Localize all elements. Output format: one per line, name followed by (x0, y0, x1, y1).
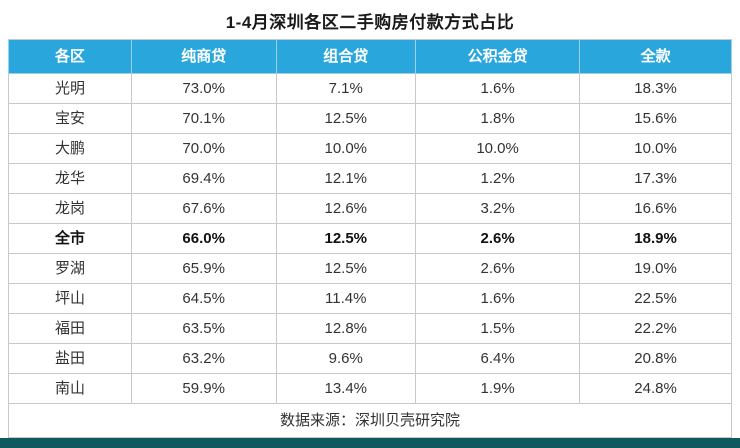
bottom-strip (0, 438, 740, 448)
district-cell: 坪山 (8, 283, 132, 314)
page-title: 1-4月深圳各区二手购房付款方式占比 (225, 13, 515, 32)
value-cell: 11.4% (275, 283, 417, 314)
data-source-label: 数据来源：深圳贝壳研究院 (8, 403, 732, 438)
table-row: 盐田 63.2% 9.6% 6.4% 20.8% (8, 343, 732, 374)
table-row: 福田 63.5% 12.8% 1.5% 22.2% (8, 313, 732, 344)
value-cell: 2.6% (415, 223, 581, 254)
value-cell: 18.9% (579, 223, 732, 254)
table-row: 宝安 70.1% 12.5% 1.8% 15.6% (8, 103, 732, 134)
table-row: 光明 73.0% 7.1% 1.6% 18.3% (8, 73, 732, 104)
value-cell: 12.5% (275, 103, 417, 134)
value-cell: 1.9% (415, 373, 581, 404)
column-header: 公积金贷 (415, 39, 581, 74)
value-cell: 63.5% (130, 313, 277, 344)
value-cell: 10.0% (275, 133, 417, 164)
value-cell: 18.3% (579, 73, 732, 104)
value-cell: 12.5% (275, 253, 417, 284)
district-cell: 福田 (8, 313, 132, 344)
value-cell: 1.8% (415, 103, 581, 134)
table-row: 坪山 64.5% 11.4% 1.6% 22.5% (8, 283, 732, 314)
value-cell: 17.3% (579, 163, 732, 194)
value-cell: 12.8% (275, 313, 417, 344)
value-cell: 3.2% (415, 193, 581, 224)
value-cell: 12.6% (275, 193, 417, 224)
value-cell: 19.0% (579, 253, 732, 284)
table-row: 龙岗 67.6% 12.6% 3.2% 16.6% (8, 193, 732, 224)
value-cell: 67.6% (130, 193, 277, 224)
table-row: 罗湖 65.9% 12.5% 2.6% 19.0% (8, 253, 732, 284)
value-cell: 64.5% (130, 283, 277, 314)
value-cell: 22.5% (579, 283, 732, 314)
district-cell: 南山 (8, 373, 132, 404)
value-cell: 70.1% (130, 103, 277, 134)
table-body: 光明 73.0% 7.1% 1.6% 18.3% 宝安 70.1% 12.5% 1.8% 15.6… (8, 73, 732, 404)
value-cell: 1.6% (415, 283, 581, 314)
value-cell: 12.1% (275, 163, 417, 194)
district-cell: 龙岗 (8, 193, 132, 224)
table-header-row: 各区 纯商贷 组合贷 公积金贷 全款 (8, 39, 732, 74)
table-header: 各区 纯商贷 组合贷 公积金贷 全款 (8, 39, 732, 74)
table-footer: 数据来源：深圳贝壳研究院 (8, 403, 732, 438)
value-cell: 10.0% (415, 133, 581, 164)
value-cell: 20.8% (579, 343, 732, 374)
district-cell: 大鹏 (8, 133, 132, 164)
table-row: 大鹏 70.0% 10.0% 10.0% 10.0% (8, 133, 732, 164)
value-cell: 1.2% (415, 163, 581, 194)
value-cell: 70.0% (130, 133, 277, 164)
table-row: 龙华 69.4% 12.1% 1.2% 17.3% (8, 163, 732, 194)
value-cell: 1.6% (415, 73, 581, 104)
value-cell: 69.4% (130, 163, 277, 194)
district-cell: 龙华 (8, 163, 132, 194)
value-cell: 63.2% (130, 343, 277, 374)
value-cell: 2.6% (415, 253, 581, 284)
value-cell: 65.9% (130, 253, 277, 284)
column-header: 各区 (8, 39, 132, 74)
value-cell: 15.6% (579, 103, 732, 134)
district-cell: 罗湖 (8, 253, 132, 284)
value-cell: 24.8% (579, 373, 732, 404)
column-header: 全款 (579, 39, 732, 74)
value-cell: 12.5% (275, 223, 417, 254)
district-cell: 宝安 (8, 103, 132, 134)
value-cell: 1.5% (415, 313, 581, 344)
district-cell: 全市 (8, 223, 132, 254)
column-header: 纯商贷 (130, 39, 277, 74)
value-cell: 16.6% (579, 193, 732, 224)
value-cell: 73.0% (130, 73, 277, 104)
district-cell: 光明 (8, 73, 132, 104)
value-cell: 7.1% (275, 73, 417, 104)
table-row: 南山 59.9% 13.4% 1.9% 24.8% (8, 373, 732, 404)
value-cell: 66.0% (130, 223, 277, 254)
value-cell: 13.4% (275, 373, 417, 404)
value-cell: 10.0% (579, 133, 732, 164)
data-table: 各区 纯商贷 组合贷 公积金贷 全款 光明 73.0% 7.1% 1.6% 18.3% 宝安 70.… (8, 39, 732, 438)
source-row: 数据来源：深圳贝壳研究院 (8, 403, 732, 438)
value-cell: 9.6% (275, 343, 417, 374)
value-cell: 6.4% (415, 343, 581, 374)
value-cell: 59.9% (130, 373, 277, 404)
value-cell: 22.2% (579, 313, 732, 344)
district-cell: 盐田 (8, 343, 132, 374)
column-header: 组合贷 (275, 39, 417, 74)
table-row: 全市 66.0% 12.5% 2.6% 18.9% (8, 223, 732, 254)
